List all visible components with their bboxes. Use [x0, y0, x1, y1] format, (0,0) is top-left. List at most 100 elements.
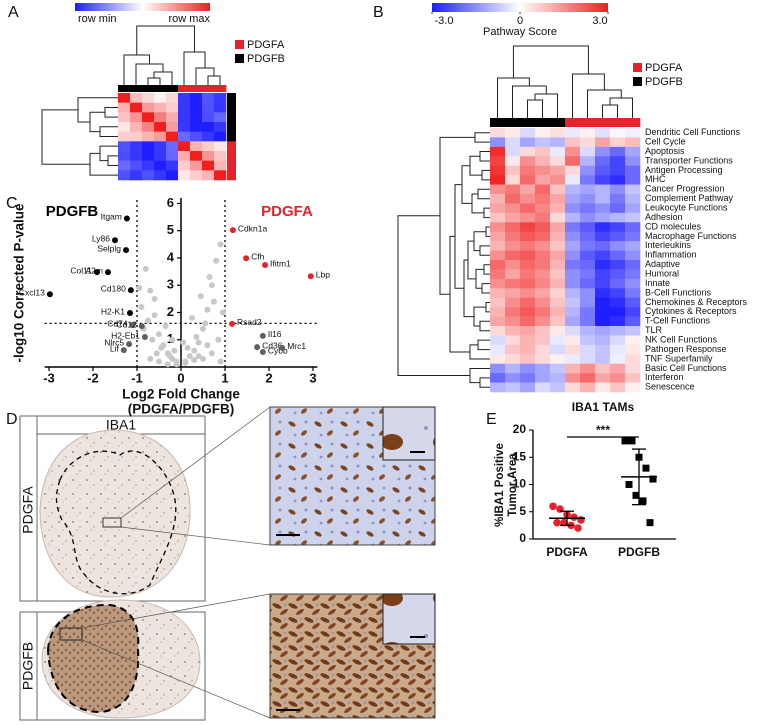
dendrogram: [136, 25, 195, 55]
y-tick-label: 0: [519, 531, 526, 545]
heatmap-cell: [550, 175, 566, 185]
heatmap-cell: [535, 128, 551, 138]
panel-label: B: [373, 4, 384, 21]
heatmap-cell: [610, 260, 626, 270]
y-tick-label: 6: [167, 195, 174, 210]
group-bar: [190, 85, 203, 92]
point: [153, 350, 160, 357]
micrograph-inset: [382, 406, 436, 461]
heatmap-cell: [118, 112, 131, 123]
dendrogram: [475, 268, 484, 289]
heatmap-cell: [535, 326, 551, 336]
heatmap-cell: [550, 373, 566, 383]
heatmap-cell: [610, 354, 626, 365]
heatmap-cell: [580, 260, 596, 270]
point-label: Lbp: [316, 269, 330, 279]
colorbar-label: row min: [78, 13, 117, 25]
heatmap-cell: [580, 344, 596, 355]
heatmap-cell: [625, 231, 641, 242]
point: [259, 332, 266, 339]
heatmap-cell: [202, 93, 215, 103]
colorbar: [432, 3, 608, 12]
row-label: TNF Superfamily: [645, 353, 713, 363]
point: [307, 273, 314, 280]
point: [254, 344, 261, 351]
heatmap-cell: [520, 316, 536, 327]
heatmap-cell: [505, 203, 521, 214]
micrograph-inset: [382, 593, 436, 645]
y-tick-label: 5: [519, 504, 526, 518]
heatmap-cell: [550, 146, 566, 157]
heatmap-cell: [595, 165, 611, 176]
heatmap-cell: [490, 316, 506, 327]
dendrogram: [467, 240, 476, 280]
heatmap-cell: [505, 288, 521, 299]
group-bar: [580, 118, 596, 127]
point: [553, 518, 561, 527]
point: [549, 502, 557, 511]
heatmap-cell: [154, 122, 167, 132]
heatmap-cell: [565, 307, 581, 317]
heatmap-cell: [490, 382, 506, 393]
dendrogram: [99, 145, 118, 162]
group-bar: [595, 118, 611, 127]
y-tick-label: 10: [513, 477, 527, 491]
heatmap-cell: [625, 250, 641, 261]
heatmap-cell: [565, 269, 581, 280]
heatmap-cell: [535, 382, 551, 393]
heatmap-cell: [520, 250, 536, 261]
heatmap-cell: [130, 160, 143, 171]
dendrogram: [479, 320, 490, 332]
heatmap-cell: [142, 93, 155, 103]
heatmap-cell: [520, 137, 536, 148]
heatmap-cell: [490, 146, 506, 157]
heatmap-cell: [550, 278, 566, 289]
heatmap-cell: [214, 151, 227, 161]
heatmap-cell: [190, 93, 203, 103]
heatmap-cell: [580, 241, 596, 251]
heatmap-cell: [520, 165, 536, 176]
point: [628, 437, 636, 445]
dendrogram: [41, 109, 90, 165]
heatmap-cell: [505, 128, 521, 138]
heatmap-cell: [565, 326, 581, 336]
heatmap-cell: [535, 212, 551, 223]
point-label: Selplg: [97, 243, 121, 253]
heatmap-cell: [505, 344, 521, 355]
heatmap-cell: [520, 231, 536, 242]
heatmap-cell: [625, 278, 641, 289]
heatmap-cell: [505, 373, 521, 383]
x-tick-label: -2: [87, 370, 99, 385]
point: [126, 310, 133, 317]
heatmap-cell: [490, 222, 506, 233]
row-label: Apoptosis: [645, 146, 685, 156]
point-label: Cd180: [101, 283, 126, 293]
heatmap-cell: [214, 160, 227, 171]
heatmap-cell: [520, 194, 536, 204]
heatmap-cell: [565, 344, 581, 355]
heatmap-cell: [190, 151, 203, 161]
heatmap-cell: [154, 93, 167, 103]
heatmap-cell: [625, 288, 641, 299]
heatmap-cell: [214, 93, 227, 103]
row-label: Cancer Progression: [645, 184, 725, 194]
heatmap-cell: [490, 184, 506, 195]
heatmap-cell: [490, 165, 506, 176]
heatmap-cell: [550, 335, 566, 346]
point-label: Cd12: [117, 319, 138, 329]
heatmap-cell: [505, 278, 521, 289]
point-label: Ifitm1: [270, 258, 291, 268]
heatmap-cell: [490, 128, 506, 138]
point: [574, 524, 582, 532]
group-label: PDGFA: [261, 203, 313, 220]
heatmap-cell: [580, 316, 596, 327]
row-label: Inflammation: [645, 250, 697, 260]
heatmap-cell: [550, 212, 566, 223]
heatmap-cell: [610, 269, 626, 280]
heatmap-cell: [625, 344, 641, 355]
x-tick-label: 2: [265, 370, 272, 385]
heatmap-cell: [214, 170, 227, 181]
brain-section: [39, 429, 191, 598]
heatmap-cell: [118, 151, 131, 161]
heatmap-cell: [625, 260, 641, 270]
